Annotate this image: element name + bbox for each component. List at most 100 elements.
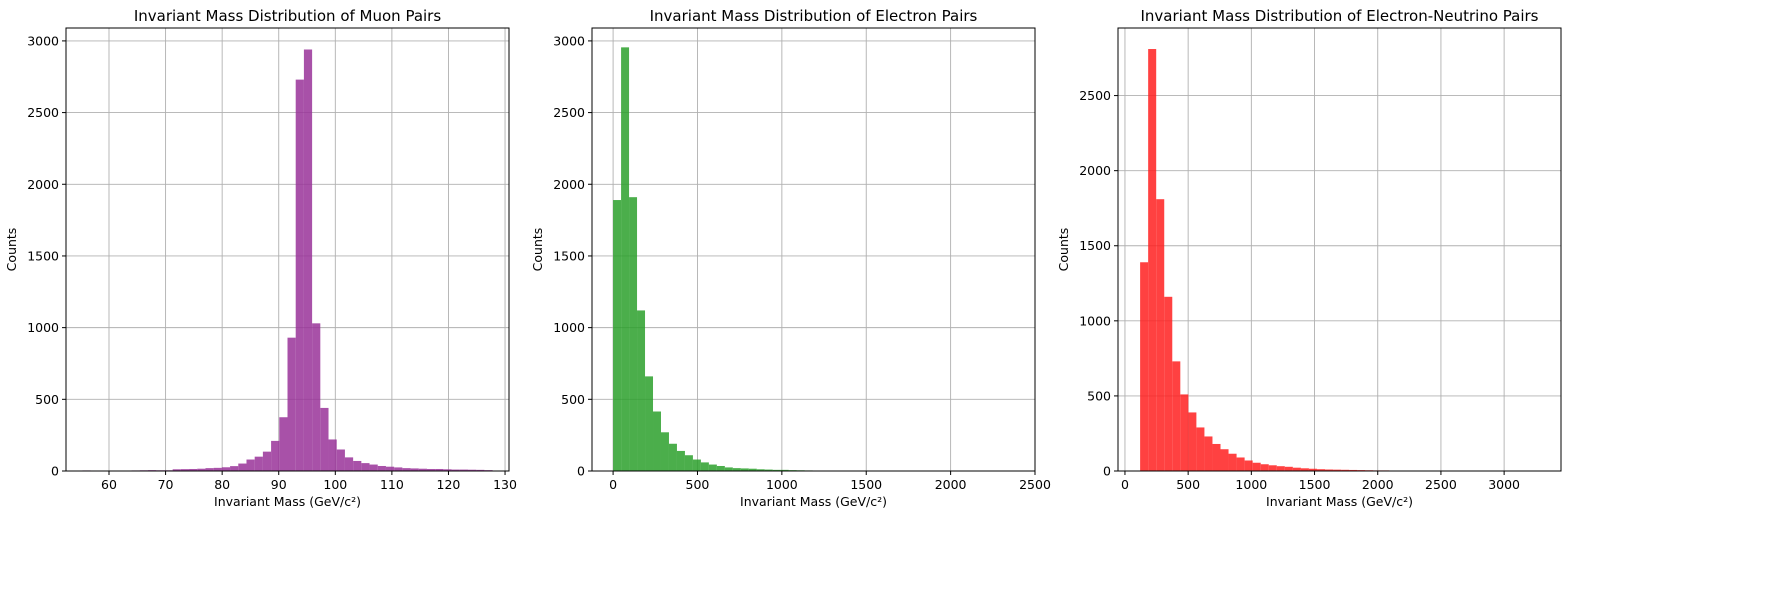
histogram-bar: [230, 466, 239, 471]
histogram-bar: [1260, 464, 1269, 471]
histogram-bar: [320, 407, 329, 471]
histogram-bar: [613, 200, 622, 472]
histogram-bar: [385, 466, 395, 471]
plot-frame: [591, 27, 1036, 472]
histogram-bar: [312, 323, 321, 471]
x-tick-label: 90: [271, 477, 287, 492]
y-tick-label: 1500: [1079, 238, 1111, 253]
histogram-bar: [402, 468, 411, 471]
histogram-bar: [213, 467, 222, 471]
histogram-bar: [1220, 449, 1229, 471]
histogram-bar: [205, 468, 214, 471]
electron-neutrino-pairs-histogram: 0 500 1000 1500 2000 2500 3000 0 500 1000 1500 2000…: [1056, 7, 1562, 509]
histogram-bar: [443, 469, 452, 471]
histogram-bar: [780, 469, 789, 471]
y-tick-label: 500: [561, 392, 585, 407]
histogram-bar: [1284, 466, 1293, 471]
histogram-bar: [287, 337, 296, 471]
histogram-bar: [668, 443, 677, 471]
histogram-bar: [410, 468, 419, 471]
x-tick-label: 2500: [1019, 477, 1051, 492]
histogram-bar: [246, 459, 255, 471]
x-tick-label: 3000: [1488, 477, 1520, 492]
histogram-bar: [1164, 296, 1173, 471]
histogram-bar: [1196, 427, 1205, 471]
histogram-bar: [418, 468, 427, 471]
histogram-bar: [303, 49, 313, 472]
histogram-bar: [295, 79, 304, 472]
y-tick-label: 2500: [27, 105, 59, 120]
histogram-bar: [684, 455, 693, 471]
y-tick-label: 3000: [553, 33, 585, 48]
histogram-bar: [221, 467, 231, 471]
histogram-bar: [724, 467, 733, 471]
histogram-bar: [353, 460, 362, 471]
y-axis-label: Counts: [530, 228, 545, 272]
histogram-bar: [377, 465, 386, 471]
histogram-bar: [1180, 394, 1189, 471]
histogram-bar: [692, 459, 701, 471]
electron-pairs-histogram: 0 500 1000 1500 2000 2500 0 500 1000 1500 2000 2500…: [530, 7, 1051, 509]
x-tick-label: 500: [1176, 477, 1200, 492]
histogram-bar: [708, 464, 717, 471]
histogram-bar: [1156, 199, 1165, 471]
histogram-bar: [1204, 436, 1213, 471]
y-tick-label: 3000: [27, 33, 59, 48]
histogram-bar: [238, 463, 247, 471]
histogram-bar: [180, 469, 190, 471]
histogram-bar: [262, 451, 272, 471]
histogram-bar: [700, 462, 709, 471]
histogram-bar: [1172, 361, 1181, 471]
histogram-bar: [1252, 462, 1261, 471]
chart-title: Invariant Mass Distribution of Electron …: [650, 7, 978, 25]
x-tick-label: 1000: [1235, 477, 1267, 492]
histogram-bar: [653, 411, 661, 471]
y-axis-label: Counts: [1056, 228, 1071, 272]
histogram-bar: [756, 469, 765, 471]
y-tick-label: 1500: [553, 248, 585, 263]
histogram-bar: [660, 432, 669, 471]
histogram-bar: [772, 469, 781, 471]
plot-frame: [1117, 27, 1562, 472]
histogram-bar: [254, 456, 263, 471]
histogram-bar: [1333, 469, 1342, 471]
y-tick-label: 2500: [553, 105, 585, 120]
histogram-bar: [344, 457, 354, 471]
y-tick-label: 2000: [553, 177, 585, 192]
x-tick-label: 0: [609, 477, 617, 492]
histogram-bar: [1292, 467, 1301, 471]
histogram-bar: [740, 468, 749, 471]
chart-title: Invariant Mass Distribution of Muon Pair…: [134, 7, 442, 25]
histogram-bar: [621, 47, 630, 471]
x-tick-label: 0: [1121, 477, 1129, 492]
histogram-bar: [1228, 453, 1237, 471]
y-tick-label: 1500: [27, 248, 59, 263]
histogram-bar: [1349, 469, 1358, 471]
histogram-bar: [637, 310, 646, 471]
x-tick-label: 1500: [1299, 477, 1331, 492]
histogram-bar: [629, 197, 638, 472]
histogram-bar: [197, 468, 206, 471]
histogram-bar: [676, 450, 685, 471]
x-tick-label: 120: [437, 477, 461, 492]
histogram-bar: [732, 468, 741, 471]
y-tick-label: 500: [35, 392, 59, 407]
histogram-bar: [716, 465, 725, 471]
histogram-bar: [271, 440, 280, 471]
chart-title: Invariant Mass Distribution of Electron-…: [1141, 7, 1539, 25]
histogram-bar: [467, 469, 477, 471]
histogram-bar: [1268, 465, 1277, 471]
histogram-bar: [1236, 457, 1245, 471]
x-tick-label: 2500: [1425, 477, 1457, 492]
plot-frame: [65, 27, 510, 472]
histogram-bar: [279, 417, 288, 471]
histogram-bar: [748, 468, 757, 471]
y-tick-label: 0: [1103, 464, 1111, 479]
histogram-bar: [369, 464, 378, 471]
histogram-bar: [435, 468, 444, 471]
histogram-bar: [1148, 49, 1157, 471]
x-tick-label: 80: [214, 477, 230, 492]
histogram-bar: [1308, 468, 1317, 471]
x-axis-label: Invariant Mass (GeV/c²): [214, 494, 361, 509]
